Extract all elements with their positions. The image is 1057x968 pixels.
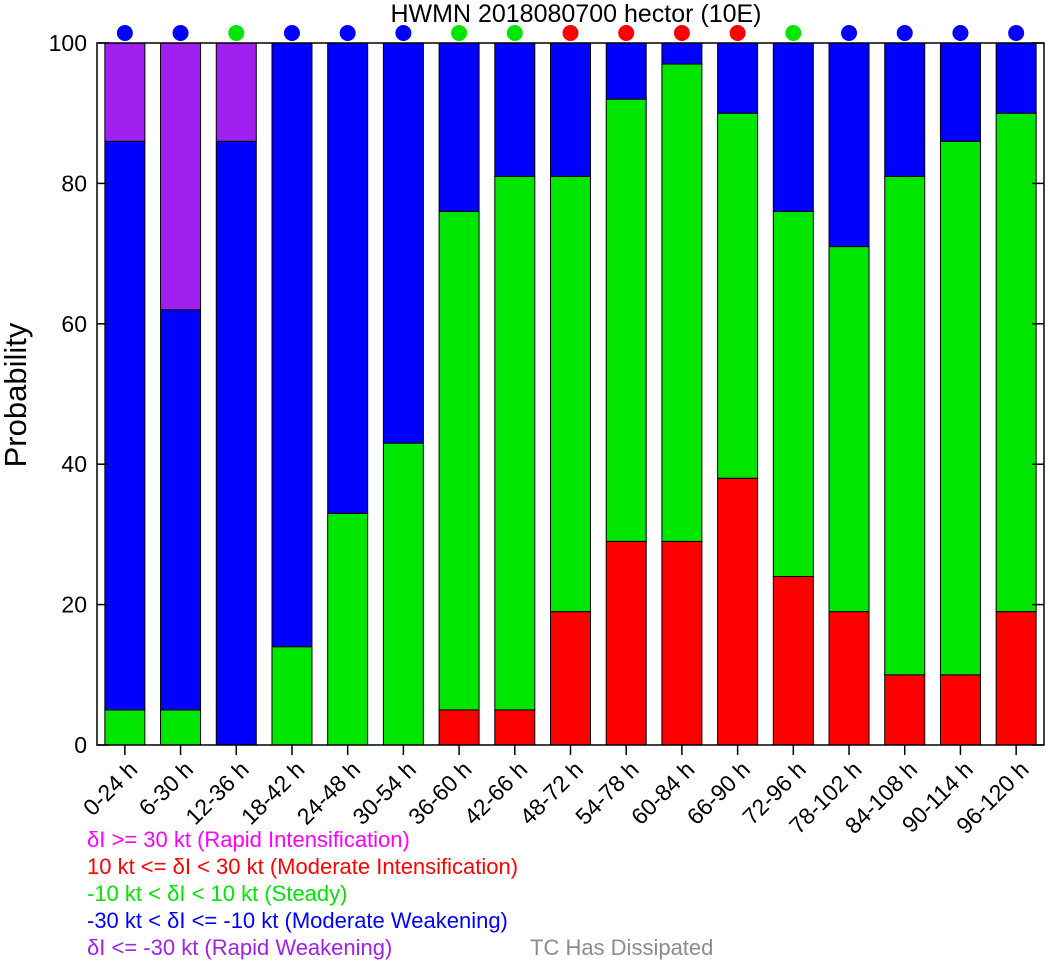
indicator-dot-green-72-96h: [785, 25, 802, 41]
bar-segment-moderate-intensification-90-114h: [939, 674, 981, 746]
indicator-dot-green-12-36h: [228, 25, 245, 41]
chart-title: HWMN 2018080700 hector (10E): [390, 0, 761, 28]
bar-segment-moderate-intensification-42-66h: [494, 709, 536, 746]
indicator-dot-blue-30-54h: [395, 25, 412, 41]
bar-segment-steady-30-54h: [382, 442, 424, 746]
bar-segment-moderate-weakening-54-78h: [605, 42, 647, 100]
bar-segment-moderate-intensification-60-84h: [661, 540, 703, 746]
y-tick-label: 0: [74, 732, 87, 758]
y-tick-label: 80: [61, 170, 87, 196]
bar-segment-steady-72-96h: [772, 210, 814, 578]
bar-segment-moderate-weakening-90-114h: [939, 42, 981, 142]
bar-segment-moderate-weakening-12-36h: [215, 140, 257, 746]
indicator-dot-blue-18-42h: [283, 25, 300, 41]
legend-entry-dissipated: TC Has Dissipated: [530, 935, 714, 960]
y-tick-label: 60: [61, 311, 87, 337]
indicator-dots-group: [116, 25, 1025, 41]
bar-segment-moderate-weakening-96-120h: [995, 42, 1037, 114]
bar-segment-rapid-weakening-12-36h: [215, 42, 257, 142]
y-tick-label: 20: [61, 592, 87, 618]
bar-segment-moderate-weakening-60-84h: [661, 42, 703, 65]
bar-segment-steady-36-60h: [438, 210, 480, 711]
y-axis-ticks: 0 20 40 60 80 100: [49, 30, 1044, 758]
legend: δI >= 30 kt (Rapid Intensification) 10 k…: [87, 826, 1047, 961]
indicator-dot-red-66-90h: [729, 25, 746, 41]
bar-segment-steady-78-102h: [828, 246, 870, 613]
bar-segment-moderate-intensification-96-120h: [995, 611, 1037, 746]
bar-segment-steady-66-90h: [717, 112, 759, 479]
bar-segment-steady-24-48h: [327, 512, 369, 746]
bar-segment-steady-42-66h: [494, 175, 536, 711]
bar-segment-steady-54-78h: [605, 98, 647, 542]
bar-segment-moderate-weakening-0-24h: [104, 140, 146, 711]
bar-segment-steady-18-42h: [271, 646, 313, 746]
bar-segment-moderate-weakening-18-42h: [271, 42, 313, 648]
indicator-dot-green-36-60h: [451, 25, 468, 41]
bar-segment-moderate-weakening-72-96h: [772, 42, 814, 212]
bar-segment-rapid-weakening-0-24h: [104, 42, 146, 142]
bar-segment-rapid-weakening-6-30h: [160, 42, 202, 311]
bar-segment-moderate-intensification-78-102h: [828, 611, 870, 746]
indicator-dot-red-48-72h: [562, 25, 579, 41]
indicator-dot-green-42-66h: [506, 25, 523, 41]
indicator-dot-blue-6-30h: [172, 25, 189, 41]
legend-entry-moderate-weakening: -30 kt < δI <= -10 kt (Moderate Weakenin…: [87, 908, 508, 933]
bar-segment-moderate-intensification-72-96h: [772, 576, 814, 746]
x-axis-ticks: 0-24 h6-30 h12-36 h18-42 h24-48 h30-54 h…: [78, 745, 1034, 839]
y-tick-label: 40: [61, 451, 87, 477]
bar-segment-moderate-intensification-54-78h: [605, 540, 647, 746]
bar-segment-moderate-intensification-66-90h: [717, 477, 759, 746]
indicator-dot-red-60-84h: [673, 25, 690, 41]
indicator-dot-blue-90-114h: [952, 25, 969, 41]
indicator-dot-blue-84-108h: [896, 25, 913, 41]
bar-segment-steady-0-24h: [104, 709, 146, 746]
indicator-dot-red-54-78h: [618, 25, 635, 41]
y-axis-label: Probability: [0, 322, 33, 467]
bar-segment-moderate-intensification-84-108h: [884, 674, 926, 746]
legend-entry-moderate-intensification: 10 kt <= δI < 30 kt (Moderate Intensific…: [87, 854, 519, 879]
bar-segment-moderate-intensification-36-60h: [438, 709, 480, 746]
bar-segment-moderate-weakening-48-72h: [550, 42, 591, 177]
legend-entry-rapid-weakening: δI <= -30 kt (Rapid Weakening): [87, 935, 393, 960]
bar-segment-moderate-intensification-48-72h: [550, 611, 591, 746]
x-tick-label: 0-24 h: [78, 756, 143, 821]
bars-group: [104, 42, 1037, 746]
bar-segment-steady-84-108h: [884, 175, 926, 676]
bar-segment-moderate-weakening-66-90h: [717, 42, 759, 114]
bar-segment-steady-90-114h: [939, 140, 981, 676]
bar-segment-moderate-weakening-6-30h: [160, 309, 202, 711]
bar-segment-moderate-weakening-36-60h: [438, 42, 480, 212]
bar-segment-moderate-weakening-24-48h: [327, 42, 369, 514]
bar-segment-moderate-weakening-30-54h: [382, 42, 424, 444]
bar-segment-moderate-weakening-42-66h: [494, 42, 536, 177]
bar-segment-steady-60-84h: [661, 63, 703, 542]
bar-segment-steady-96-120h: [995, 112, 1037, 613]
indicator-dot-blue-78-102h: [841, 25, 858, 41]
bar-segment-steady-6-30h: [160, 709, 202, 746]
bar-segment-moderate-weakening-78-102h: [828, 42, 870, 248]
indicator-dot-blue-24-48h: [339, 25, 356, 41]
legend-entry-rapid-intensification: δI >= 30 kt (Rapid Intensification): [87, 827, 410, 852]
indicator-dot-blue-0-24h: [116, 25, 133, 41]
indicator-dot-blue-96-120h: [1008, 25, 1025, 41]
bar-segment-moderate-weakening-84-108h: [884, 42, 926, 177]
bar-segment-steady-48-72h: [550, 175, 591, 613]
y-tick-label: 100: [49, 30, 87, 56]
legend-entry-steady: -10 kt < δI < 10 kt (Steady): [87, 881, 348, 906]
